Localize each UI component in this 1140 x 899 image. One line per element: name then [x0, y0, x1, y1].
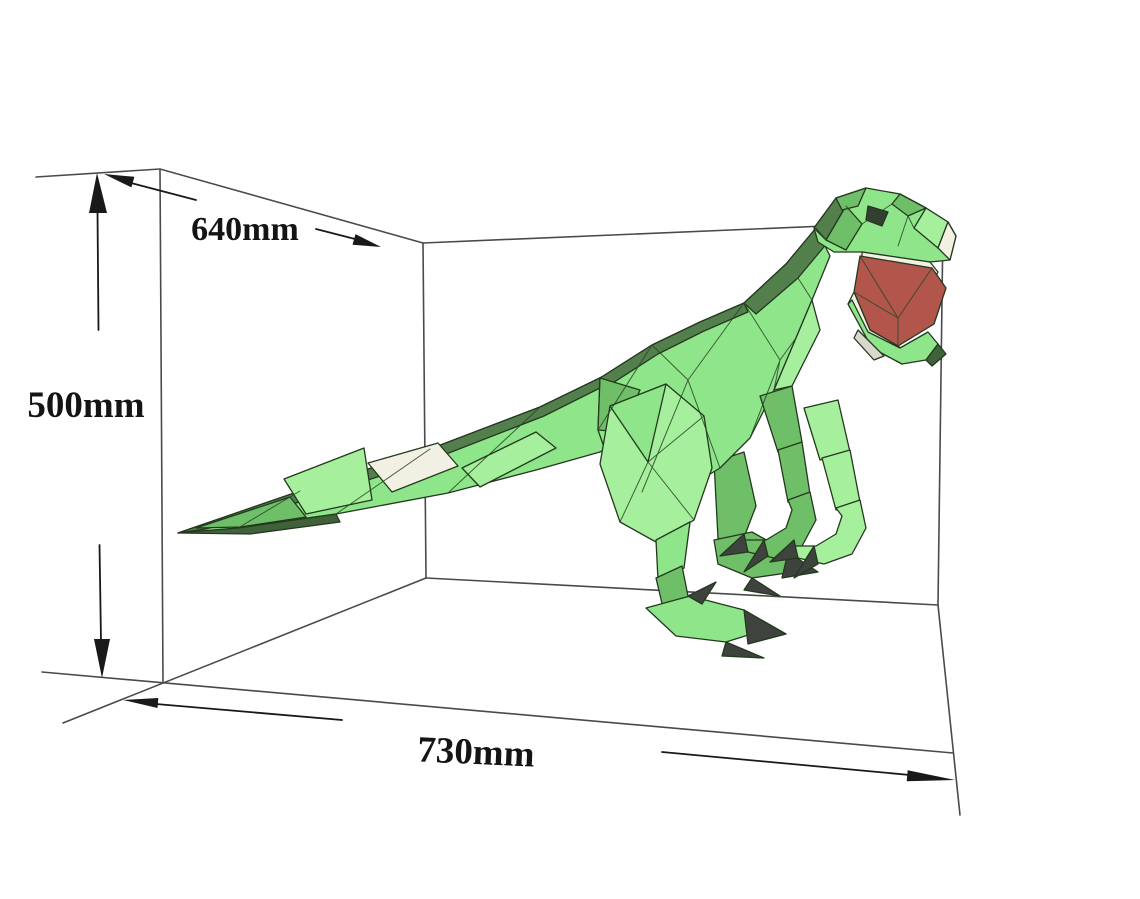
tail-body	[177, 356, 653, 534]
dimension-box	[35, 168, 961, 816]
dinosaur-illustration	[177, 187, 957, 659]
width-dimension: 730mm	[123, 698, 955, 782]
near-foot-spur-claw-icon	[687, 581, 717, 605]
near-hand-claw-icon	[769, 539, 799, 563]
dinosaur-far-arm	[719, 385, 817, 573]
depth-dimension-line-right	[315, 228, 356, 240]
spine-band	[599, 302, 749, 387]
floor-right-edge	[937, 604, 961, 816]
dinosaur-near-arm	[769, 399, 867, 579]
width-dimension-line-left	[155, 703, 343, 721]
width-dimension-line-right	[661, 751, 911, 776]
near-upper-arm	[803, 399, 851, 461]
nose-tip	[937, 221, 957, 261]
far-hand-claw-icon	[743, 539, 769, 573]
arrow-right-icon	[906, 770, 955, 782]
floor-front-edge	[41, 671, 954, 754]
far-hand-claw-icon	[719, 533, 749, 557]
back-left-vertical-edge	[422, 242, 427, 579]
arrow-down-icon	[94, 639, 110, 678]
depth-dimension: 640mm	[104, 174, 381, 248]
near-forearm	[821, 449, 861, 511]
dinosaur-near-leg	[599, 383, 787, 659]
height-dimension-line-upper	[96, 210, 100, 331]
front-left-vertical-edge	[159, 168, 164, 684]
arrow-upleft-icon	[104, 174, 135, 188]
floor-left-edge	[62, 577, 427, 724]
near-hand-claw-icon	[793, 545, 819, 579]
arrow-left-icon	[123, 698, 159, 708]
tail-bright-facet	[283, 447, 373, 515]
arrow-downright-icon	[352, 234, 381, 247]
dinosaur-tail	[177, 356, 653, 535]
tail-bottom-band	[177, 513, 341, 535]
arrow-up-icon	[89, 173, 107, 213]
far-foot-claw-icon	[743, 577, 781, 597]
near-foot-claw-icon	[743, 609, 787, 645]
tail-tip-facet	[195, 496, 307, 529]
height-dimension: 500mm	[27, 173, 145, 678]
height-dimension-line-lower	[98, 544, 102, 642]
near-foot-claw-icon	[721, 641, 765, 659]
brow-facet	[835, 187, 867, 211]
tail-white-gap	[367, 442, 459, 493]
height-dimension-label: 500mm	[27, 385, 144, 426]
lower-jaw	[847, 299, 939, 365]
depth-dimension-line-left	[130, 182, 197, 201]
jaw-tip-shadow	[925, 343, 947, 367]
chin-highlight	[853, 329, 885, 361]
eye	[865, 205, 889, 227]
far-shin	[713, 451, 757, 549]
near-shin	[655, 521, 691, 581]
far-forearm	[777, 441, 811, 503]
fold-lines	[237, 203, 933, 529]
width-dimension-label: 730mm	[417, 729, 536, 775]
depth-dimension-label: 640mm	[191, 211, 299, 248]
dinosaur-head	[813, 187, 957, 367]
